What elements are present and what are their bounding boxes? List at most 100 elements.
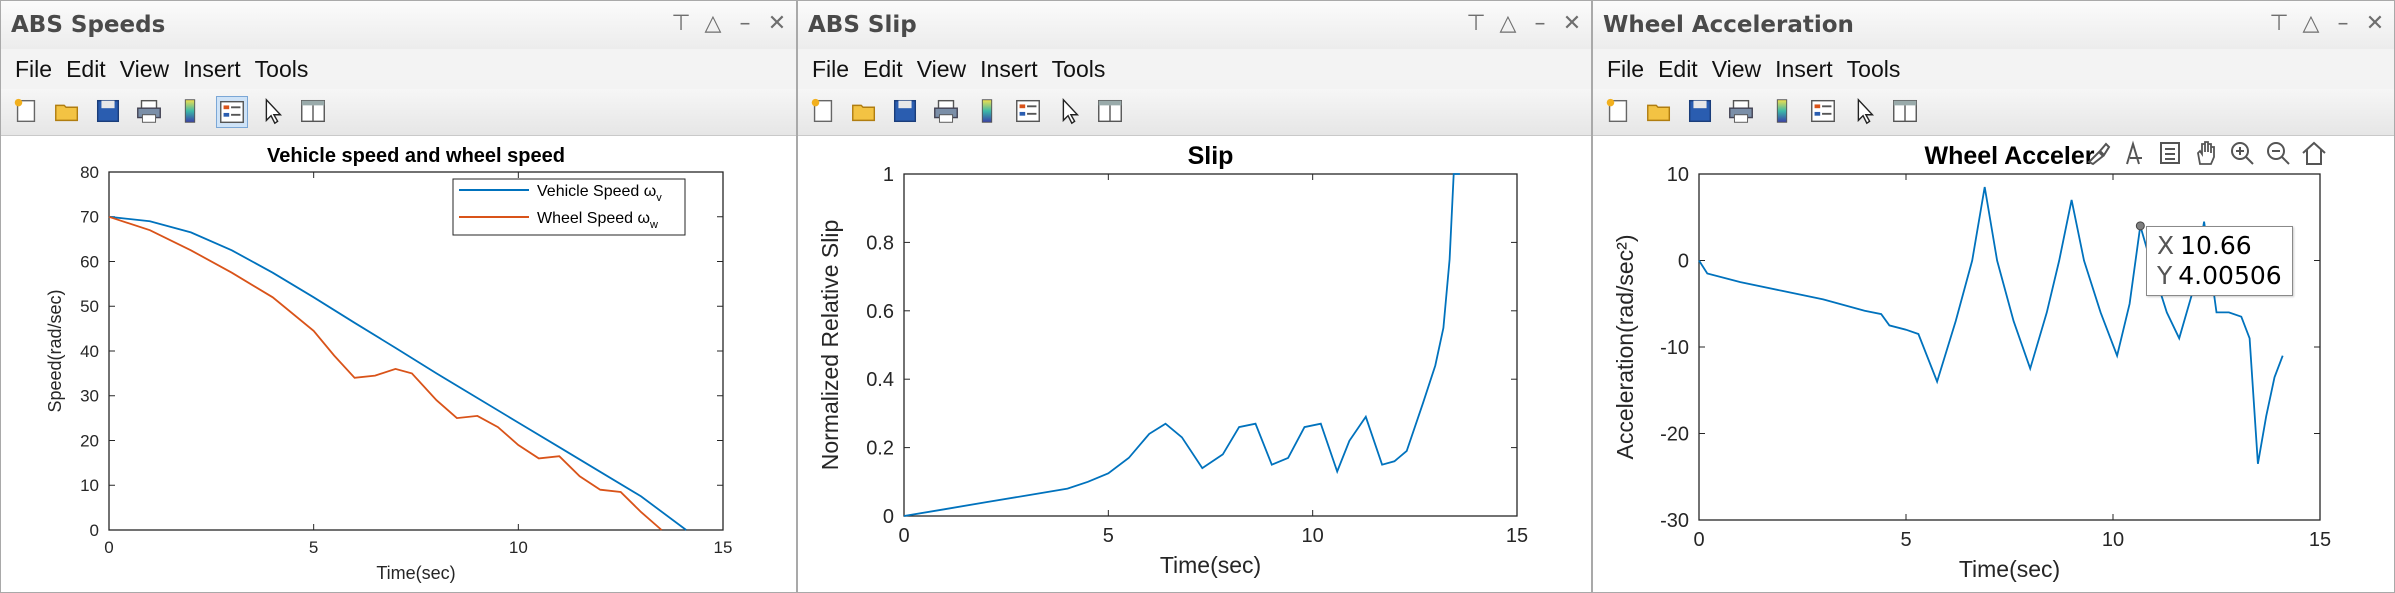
minimize-icon[interactable]: – bbox=[2337, 11, 2349, 36]
menu-tools[interactable]: Tools bbox=[1051, 55, 1106, 82]
legend-label-1: Vehicle Speed ωv bbox=[537, 183, 662, 204]
window-titlebar[interactable]: ABS Slip ⊤ △ – ✕ bbox=[798, 1, 1591, 50]
window-titlebar[interactable]: Wheel Acceleration ⊤ △ – ✕ bbox=[1593, 1, 2394, 50]
close-icon[interactable]: ✕ bbox=[1562, 11, 1582, 36]
pointer-icon[interactable] bbox=[257, 96, 289, 128]
close-icon[interactable]: ✕ bbox=[2365, 11, 2385, 36]
colorbar-icon[interactable] bbox=[1767, 96, 1799, 128]
y-tick-label: 0 bbox=[1678, 251, 1689, 273]
speed-chart[interactable]: 0 5 10 15 0 10 20 30 40 50 60 70 80 Vehicle speed and… bbox=[1, 136, 796, 592]
close-icon[interactable]: ✕ bbox=[767, 11, 787, 36]
figure-window-abs-slip: ABS Slip ⊤ △ – ✕ File Edit View Insert T… bbox=[797, 0, 1592, 593]
y-tick-label: 50 bbox=[80, 297, 99, 316]
home-icon[interactable] bbox=[2299, 138, 2329, 168]
data-tip[interactable]: X 10.66 Y 4.00506 bbox=[2146, 226, 2293, 296]
x-tick-label: 10 bbox=[2102, 529, 2124, 551]
print-icon[interactable] bbox=[1726, 96, 1758, 128]
new-figure-icon[interactable] bbox=[1603, 96, 1635, 128]
window-title: ABS Slip bbox=[808, 12, 917, 38]
y-axis-label: Speed(rad/sec) bbox=[45, 289, 65, 412]
edit-icon[interactable] bbox=[2155, 138, 2185, 168]
property-editor-icon[interactable] bbox=[1095, 96, 1127, 128]
menu-edit[interactable]: Edit bbox=[1658, 55, 1698, 82]
x-tick-label: 5 bbox=[1900, 529, 1911, 551]
open-file-icon[interactable] bbox=[849, 96, 881, 128]
plot-area[interactable]: 0 5 10 15 0 0.2 0.4 0.6 0.8 1 Slip Time(sec) Normali… bbox=[798, 136, 1591, 592]
y-tick-label: 40 bbox=[80, 342, 99, 361]
menu-file[interactable]: File bbox=[1607, 55, 1645, 82]
plot-area[interactable]: 0 5 10 15 0 10 20 30 40 50 60 70 80 Vehicle speed and… bbox=[1, 136, 796, 592]
x-tick-label: 0 bbox=[898, 525, 909, 547]
print-icon[interactable] bbox=[134, 96, 166, 128]
axes-toolbar bbox=[2083, 138, 2329, 168]
zoom-in-icon[interactable] bbox=[2227, 138, 2257, 168]
datatip-x-key: X bbox=[2157, 231, 2175, 260]
x-tick-label: 5 bbox=[1103, 525, 1114, 547]
y-tick-label: 0.4 bbox=[866, 369, 894, 391]
legend-icon[interactable] bbox=[1013, 96, 1045, 128]
menu-edit[interactable]: Edit bbox=[66, 55, 106, 82]
menu-edit[interactable]: Edit bbox=[863, 55, 903, 82]
y-tick-label: 10 bbox=[80, 476, 99, 495]
x-tick-label: 0 bbox=[1693, 529, 1704, 551]
property-editor-icon[interactable] bbox=[298, 96, 330, 128]
menu-insert[interactable]: Insert bbox=[183, 55, 241, 82]
x-tick-label: 15 bbox=[1506, 525, 1528, 547]
x-axis-label: Time(sec) bbox=[376, 563, 455, 583]
open-file-icon[interactable] bbox=[52, 96, 84, 128]
chart-title: Wheel Acceler bbox=[1925, 142, 2095, 170]
window-titlebar[interactable]: ABS Speeds ⊤ △ – ✕ bbox=[1, 1, 796, 50]
y-tick-label: -10 bbox=[1660, 337, 1689, 359]
x-axis-label: Time(sec) bbox=[1160, 552, 1261, 578]
zoom-out-icon[interactable] bbox=[2263, 138, 2293, 168]
y-tick-label: 10 bbox=[1667, 164, 1689, 186]
data-tip-icon[interactable] bbox=[2119, 138, 2149, 168]
save-icon[interactable] bbox=[1685, 96, 1717, 128]
y-tick-label: 0 bbox=[90, 521, 99, 540]
legend-icon[interactable] bbox=[1808, 96, 1840, 128]
minimize-icon[interactable]: – bbox=[1534, 11, 1546, 36]
minimize-icon[interactable]: – bbox=[739, 11, 751, 36]
menu-view[interactable]: View bbox=[1711, 55, 1762, 82]
colorbar-icon[interactable] bbox=[972, 96, 1004, 128]
plot-area[interactable]: 0 5 10 15 -30 -20 -10 0 10 Wheel Acceler Time(sec)… bbox=[1593, 136, 2394, 592]
pin-icon[interactable]: ⊤ bbox=[1466, 11, 1486, 36]
pin-icon[interactable]: ⊤ bbox=[2269, 11, 2289, 36]
series-line-1 bbox=[1698, 186, 2284, 464]
menu-file[interactable]: File bbox=[812, 55, 850, 82]
open-file-icon[interactable] bbox=[1644, 96, 1676, 128]
acceleration-chart[interactable]: 0 5 10 15 -30 -20 -10 0 10 Wheel Acceler Time(sec)… bbox=[1593, 136, 2394, 592]
y-tick-label: 80 bbox=[80, 163, 99, 182]
pointer-icon[interactable] bbox=[1849, 96, 1881, 128]
pointer-icon[interactable] bbox=[1054, 96, 1086, 128]
new-figure-icon[interactable] bbox=[11, 96, 43, 128]
property-editor-icon[interactable] bbox=[1890, 96, 1922, 128]
y-tick-label: 0.2 bbox=[866, 438, 894, 460]
maximize-icon[interactable]: △ bbox=[1499, 11, 1517, 36]
legend-icon[interactable] bbox=[216, 96, 248, 128]
menu-view[interactable]: View bbox=[916, 55, 967, 82]
menu-view[interactable]: View bbox=[119, 55, 170, 82]
pin-icon[interactable]: ⊤ bbox=[671, 11, 691, 36]
menu-insert[interactable]: Insert bbox=[980, 55, 1038, 82]
y-tick-label: 60 bbox=[80, 252, 99, 271]
print-icon[interactable] bbox=[931, 96, 963, 128]
maximize-icon[interactable]: △ bbox=[704, 11, 722, 36]
datatip-y-key: Y bbox=[2157, 261, 2173, 290]
colorbar-icon[interactable] bbox=[175, 96, 207, 128]
menu-tools[interactable]: Tools bbox=[1846, 55, 1901, 82]
maximize-icon[interactable]: △ bbox=[2302, 11, 2320, 36]
menu-tools[interactable]: Tools bbox=[254, 55, 309, 82]
new-figure-icon[interactable] bbox=[808, 96, 840, 128]
x-tick-label: 15 bbox=[2309, 529, 2331, 551]
pan-icon[interactable] bbox=[2191, 138, 2221, 168]
window-title: ABS Speeds bbox=[11, 12, 166, 38]
menu-file[interactable]: File bbox=[15, 55, 53, 82]
brush-icon[interactable] bbox=[2083, 138, 2113, 168]
y-tick-label: 20 bbox=[80, 431, 99, 450]
menu-insert[interactable]: Insert bbox=[1775, 55, 1833, 82]
save-icon[interactable] bbox=[890, 96, 922, 128]
slip-chart[interactable]: 0 5 10 15 0 0.2 0.4 0.6 0.8 1 Slip Time(sec) Normali… bbox=[798, 136, 1591, 592]
save-icon[interactable] bbox=[93, 96, 125, 128]
y-tick-label: -30 bbox=[1660, 510, 1689, 532]
